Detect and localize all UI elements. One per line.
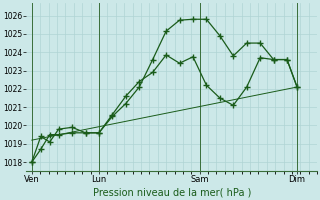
X-axis label: Pression niveau de la mer( hPa ): Pression niveau de la mer( hPa ) — [92, 187, 251, 197]
